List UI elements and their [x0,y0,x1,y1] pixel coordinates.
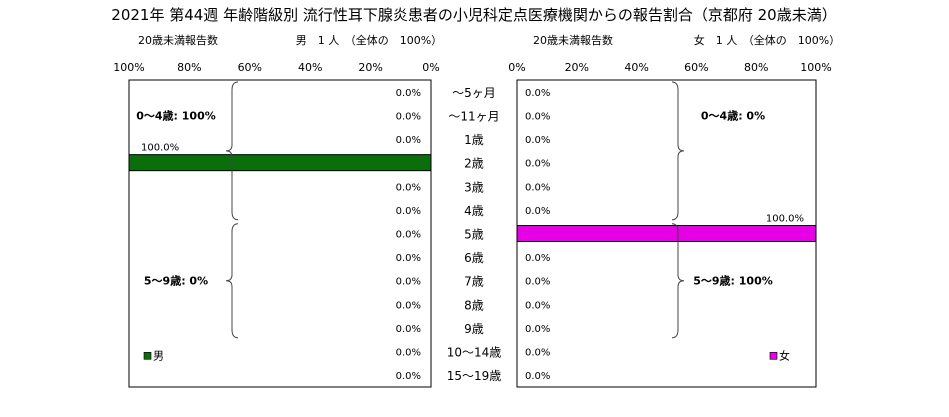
female-value-label: 0.0% [525,324,550,335]
female-caption: 20歳未満報告数 [533,34,613,47]
category-label: 10～14歳 [447,346,502,360]
male-value-label: 0.0% [396,300,421,311]
male-value-label: 0.0% [396,253,421,264]
female-bar [516,225,817,242]
male-value-label: 0.0% [396,135,421,146]
category-label: 4歳 [464,204,484,218]
female-age-brace [671,81,685,221]
female-x-tick-label: 80% [744,61,768,74]
male-x-tick-label: 0% [422,61,439,74]
female-legend-label: 女 [779,348,790,362]
male-age-brace [225,223,239,339]
female-value-label: 0.0% [525,277,550,288]
female-age-group-note: 0～4歳: 0% [701,108,765,122]
male-age-group-note: 0～4歳: 100% [136,108,216,122]
female-value-label: 0.0% [525,300,550,311]
category-label: 9歳 [464,322,484,336]
male-header: 男 1 人 （全体の 100%） [296,33,442,47]
male-caption: 20歳未満報告数 [138,34,218,47]
category-label: 15～19歳 [447,369,502,383]
male-age-group-note: 5～9歳: 0% [144,274,208,288]
male-value-label: 0.0% [396,348,421,359]
female-x-tick-label: 100% [800,61,831,74]
male-legend-swatch [143,351,152,360]
male-x-tick-label: 80% [177,61,201,74]
male-value-label: 0.0% [396,206,421,217]
category-label: ～5ヶ月 [452,86,496,100]
male-age-brace [225,81,239,221]
chart-title: 2021年 第44週 年齢階級別 流行性耳下腺炎患者の小児科定点医療機関からの報… [111,6,836,24]
male-value-label: 0.0% [396,324,421,335]
male-plot-border [128,79,432,388]
category-label: 5歳 [464,228,484,242]
male-x-tick-label: 20% [358,61,382,74]
female-value-label: 0.0% [525,111,550,122]
female-header: 女 1 人 （全体の 100%） [694,33,840,47]
male-x-tick-label: 100% [113,61,144,74]
female-legend-swatch [769,351,778,360]
male-value-label: 0.0% [396,111,421,122]
female-age-brace [671,223,685,339]
female-x-tick-label: 40% [624,61,648,74]
male-x-tick-label: 40% [298,61,322,74]
female-x-tick-label: 0% [508,61,525,74]
chart-layer: ～5ヶ月 ～11ヶ月 1歳 2歳 3歳 4歳 5歳 6歳 7歳 8歳 9歳 10～14歳 15～19歳 0… [113,61,832,388]
male-legend-label: 男 [153,349,164,362]
category-label: ～11ヶ月 [448,109,499,123]
category-label: 6歳 [464,251,484,265]
male-value-label: 0.0% [396,371,421,382]
female-age-group-note: 5～9歳: 100% [693,274,773,288]
category-label: 3歳 [464,180,484,194]
male-x-tick-label: 60% [238,61,262,74]
male-value-label: 100.0% [141,143,179,154]
male-value-label: 0.0% [396,277,421,288]
female-value-label: 0.0% [525,159,550,170]
female-x-tick-label: 60% [684,61,708,74]
category-label: 2歳 [464,157,484,171]
category-label: 1歳 [464,133,484,147]
male-bar [128,154,432,172]
category-label: 8歳 [464,298,484,312]
female-x-tick-label: 20% [565,61,589,74]
female-value-label: 0.0% [525,253,550,264]
female-value-label: 0.0% [525,88,550,99]
female-value-label: 0.0% [525,348,550,359]
male-value-label: 0.0% [396,182,421,193]
male-value-label: 0.0% [396,88,421,99]
female-value-label: 0.0% [525,371,550,382]
female-value-label: 0.0% [525,182,550,193]
female-value-label: 0.0% [525,206,550,217]
female-value-label: 100.0% [766,214,804,225]
female-value-label: 0.0% [525,135,550,146]
category-label: 7歳 [464,275,484,289]
male-value-label: 0.0% [396,230,421,241]
